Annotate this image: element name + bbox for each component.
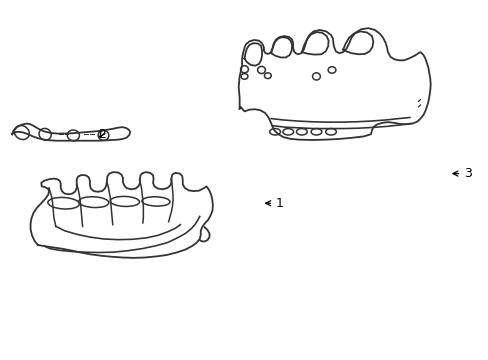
- Text: 1: 1: [265, 197, 284, 210]
- Text: 3: 3: [452, 167, 471, 180]
- Text: 2: 2: [98, 128, 105, 141]
